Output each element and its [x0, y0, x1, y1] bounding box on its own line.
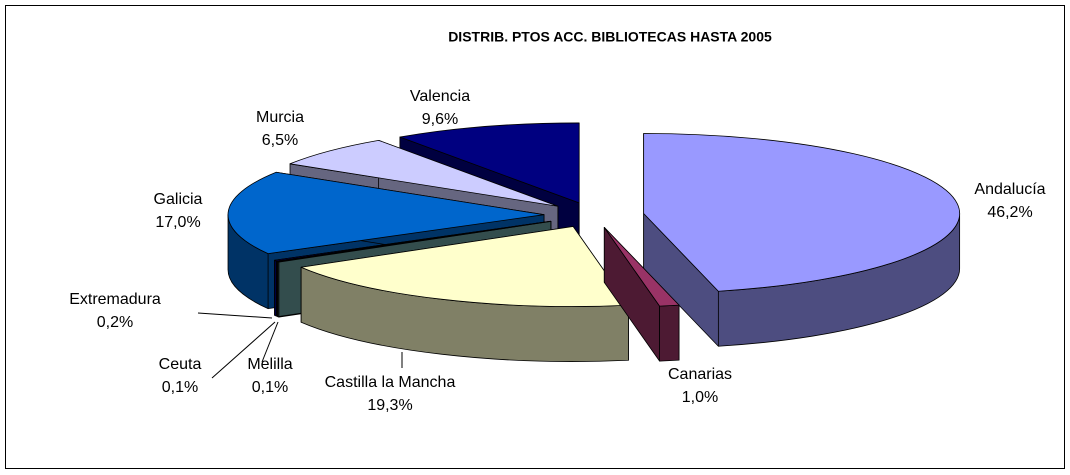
value-label: 17,0% [155, 214, 200, 231]
slice [603, 226, 680, 307]
value-label: 0,1% [162, 379, 198, 396]
value-label: 46,2% [987, 204, 1032, 221]
pie [227, 122, 961, 362]
slice [289, 139, 559, 207]
value-label: 0,2% [97, 314, 133, 331]
leader-lines [197, 312, 403, 379]
slice [399, 122, 580, 204]
leader-line [197, 312, 273, 319]
value-label: 0,1% [252, 379, 288, 396]
leader-line [261, 321, 279, 363]
slice-label: Castilla la Mancha [325, 374, 456, 391]
slice [227, 171, 545, 255]
leader-line [211, 321, 276, 379]
slice [300, 226, 629, 307]
slice [277, 221, 552, 263]
value-label: 19,3% [367, 397, 412, 414]
slice-label: Valencia [410, 88, 470, 105]
value-label: 6,5% [262, 132, 298, 149]
slice-label: Ceuta [159, 356, 202, 373]
value-label: 9,6% [422, 111, 458, 128]
slice [643, 133, 960, 292]
slice-label: Extremadura [69, 291, 161, 308]
value-label: 1,0% [682, 389, 718, 406]
slice-label: Galicia [154, 191, 203, 208]
slice-label: Andalucía [974, 181, 1045, 198]
slice-side [277, 261, 280, 318]
slice-label: Canarias [668, 366, 732, 383]
slice-side [659, 304, 680, 362]
slice-side [274, 259, 277, 317]
labels: Andalucía 46,2% Canarias 1,0% Castilla la Ma… [69, 88, 1045, 414]
slice-label: Murcia [256, 109, 304, 126]
slice-label: Melilla [247, 356, 292, 373]
chart-title: DISTRIB. PTOS ACC. BIBLIOTECAS HASTA 200… [448, 29, 772, 45]
